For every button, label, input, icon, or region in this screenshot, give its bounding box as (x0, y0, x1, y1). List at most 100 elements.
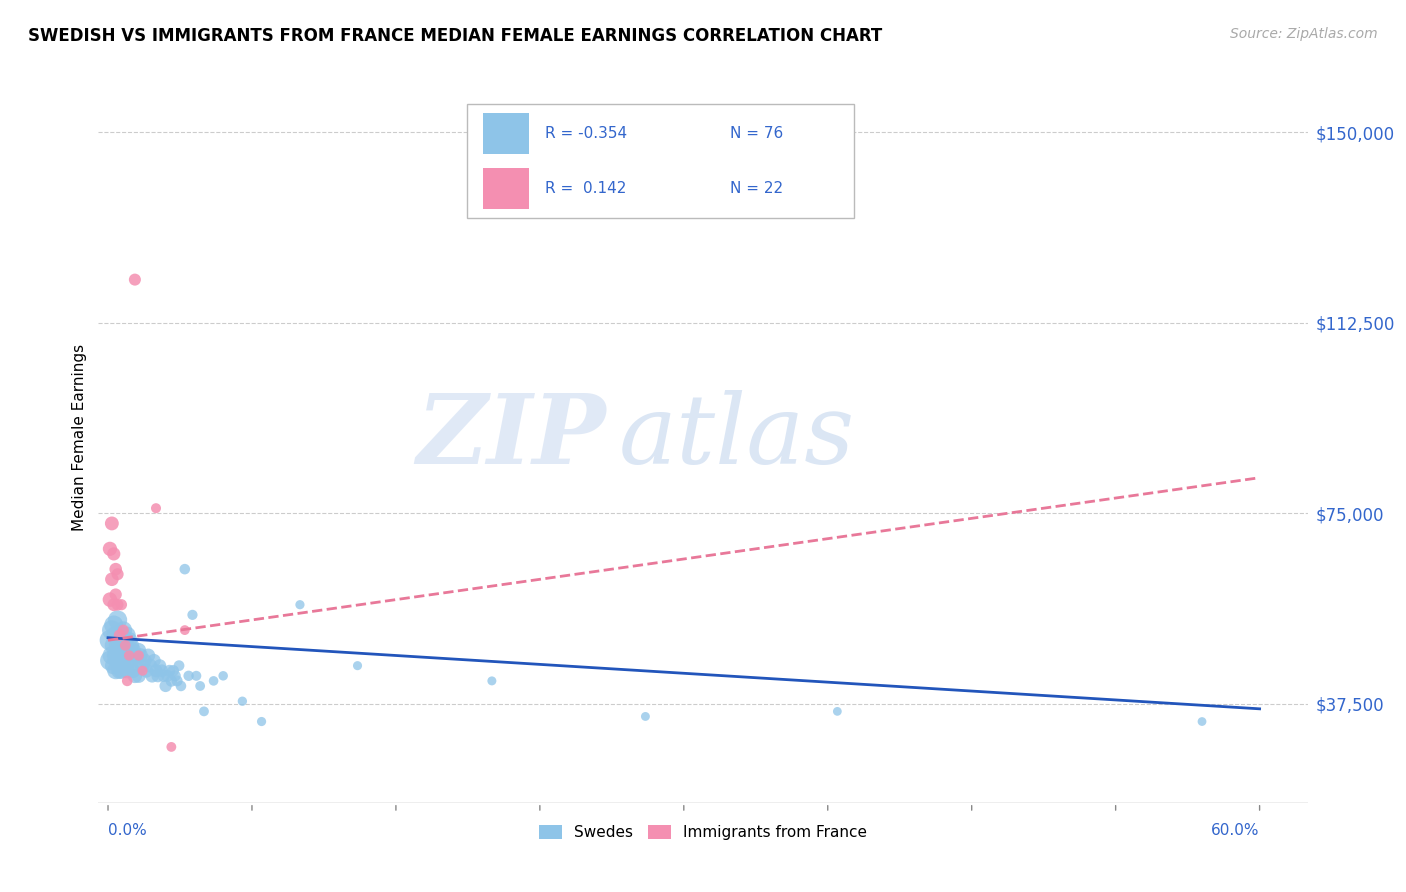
Y-axis label: Median Female Earnings: Median Female Earnings (72, 343, 87, 531)
Point (165, 669, 187, 683)
Point (110, 643, 132, 657)
Point (160, 673, 183, 688)
Point (101, 572, 124, 586)
Point (114, 633, 136, 648)
Point (101, 516, 124, 531)
Point (186, 669, 208, 683)
Point (162, 664, 184, 678)
Point (128, 643, 150, 657)
Point (634, 709, 657, 723)
Point (156, 669, 179, 683)
Point (166, 673, 188, 688)
Point (108, 628, 131, 642)
Point (152, 669, 174, 683)
Point (122, 643, 145, 657)
Point (115, 664, 138, 678)
Point (202, 673, 225, 688)
Point (124, 648, 146, 663)
Point (160, 739, 183, 754)
Point (115, 643, 138, 657)
Point (146, 669, 169, 683)
Point (112, 638, 135, 652)
Point (115, 628, 138, 642)
Point (118, 654, 141, 668)
Text: atlas: atlas (619, 390, 855, 484)
Point (104, 664, 127, 678)
Text: 60.0%: 60.0% (1211, 823, 1260, 838)
Point (139, 658, 162, 673)
Point (98, 592, 121, 607)
Point (135, 664, 157, 678)
Point (128, 648, 150, 663)
Point (112, 658, 135, 673)
Point (136, 648, 159, 663)
Point (112, 623, 135, 637)
Point (101, 648, 124, 663)
Point (104, 588, 127, 602)
Text: 0.0%: 0.0% (108, 823, 146, 838)
Point (107, 567, 129, 582)
Text: SWEDISH VS IMMIGRANTS FROM FRANCE MEDIAN FEMALE EARNINGS CORRELATION CHART: SWEDISH VS IMMIGRANTS FROM FRANCE MEDIAN… (28, 27, 883, 45)
Point (131, 664, 153, 678)
Point (112, 623, 135, 637)
Point (108, 664, 131, 678)
Point (188, 679, 211, 693)
Point (288, 598, 311, 612)
Point (141, 669, 163, 683)
Point (104, 648, 127, 663)
Point (98, 633, 121, 648)
Point (98, 541, 121, 556)
Point (143, 654, 166, 668)
Point (173, 562, 195, 576)
Point (120, 638, 142, 652)
Point (150, 664, 173, 678)
Point (212, 669, 235, 683)
Point (250, 714, 273, 729)
Point (103, 547, 125, 561)
Point (103, 598, 125, 612)
Point (481, 673, 503, 688)
Point (167, 658, 190, 673)
Point (129, 648, 152, 663)
Point (118, 633, 141, 648)
Point (98, 654, 121, 668)
Point (155, 679, 177, 693)
Point (108, 648, 131, 663)
Point (128, 669, 150, 683)
Point (101, 623, 124, 637)
Point (124, 272, 146, 286)
Point (110, 664, 132, 678)
Point (118, 648, 141, 663)
Point (114, 648, 136, 663)
Point (107, 613, 129, 627)
Point (149, 658, 172, 673)
Point (107, 654, 129, 668)
Point (231, 694, 253, 708)
Point (159, 664, 181, 678)
Point (125, 654, 148, 668)
Point (827, 705, 849, 719)
Point (131, 658, 153, 673)
Point (170, 679, 193, 693)
Text: Source: ZipAtlas.com: Source: ZipAtlas.com (1230, 27, 1378, 41)
Point (346, 658, 368, 673)
Point (1191, 714, 1213, 729)
Point (103, 638, 125, 652)
Point (104, 562, 127, 576)
Point (114, 638, 136, 652)
Point (124, 669, 146, 683)
Point (134, 654, 156, 668)
Point (104, 628, 127, 642)
Point (107, 598, 129, 612)
Point (122, 664, 145, 678)
Point (115, 673, 138, 688)
Point (181, 607, 204, 622)
Point (110, 628, 132, 642)
Point (193, 705, 215, 719)
Point (145, 501, 167, 516)
Legend: Swedes, Immigrants from France: Swedes, Immigrants from France (533, 819, 873, 847)
Point (103, 658, 125, 673)
Point (110, 598, 132, 612)
Point (107, 638, 129, 652)
Point (145, 664, 167, 678)
